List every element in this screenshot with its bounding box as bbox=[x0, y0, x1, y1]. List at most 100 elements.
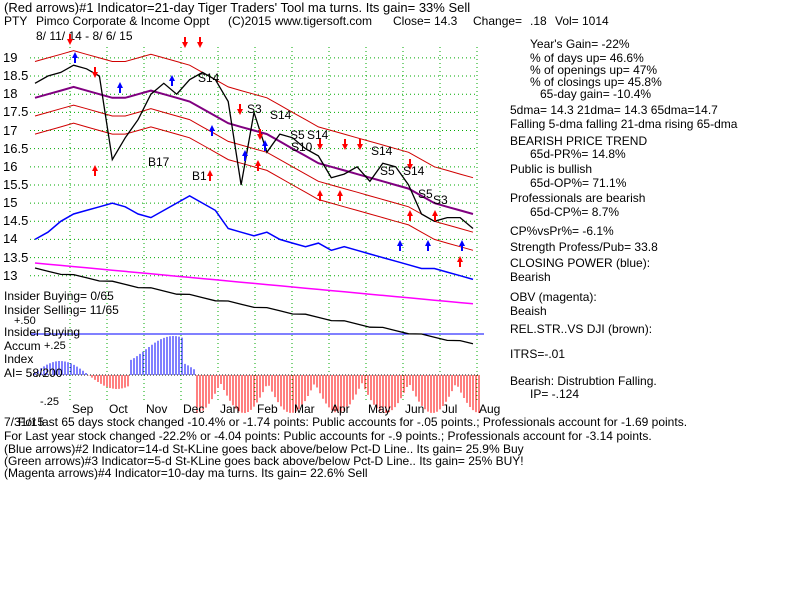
accum-tick: +.50 bbox=[14, 315, 36, 327]
y-tick-label: 13.5 bbox=[3, 249, 29, 265]
years-gain: Year's Gain= -22% bbox=[530, 37, 630, 51]
sell-arrow bbox=[67, 34, 73, 45]
y-tick-label: 14 bbox=[3, 231, 18, 247]
sell-arrow bbox=[317, 139, 323, 150]
buy-arrow bbox=[72, 52, 78, 63]
indicator1-caption: (Red arrows)#1 Indicator=21-day Tiger Tr… bbox=[4, 0, 471, 15]
sell-arrow bbox=[182, 37, 188, 48]
professionals-bearish: Professionals are bearish bbox=[510, 191, 646, 205]
footer-year: For Last year stock changed -22.2% or -4… bbox=[4, 429, 652, 443]
upper-band-line bbox=[34, 50, 474, 179]
insider-selling: Insider Selling= 11/65 bbox=[4, 303, 119, 317]
obv-label: OBV (magenta): bbox=[510, 290, 597, 304]
buy-arrow bbox=[425, 240, 431, 251]
month-label: Mar bbox=[294, 402, 315, 416]
y-tick-label: 15 bbox=[3, 195, 18, 211]
volume-label: Vol= bbox=[555, 14, 579, 28]
distribution-label: Bearish: Distrubtion Falling. bbox=[510, 374, 657, 388]
month-label: Aug bbox=[479, 402, 501, 416]
buy-arrow bbox=[255, 160, 261, 171]
y-tick-label: 14.5 bbox=[3, 213, 29, 229]
volume-value: 1014 bbox=[582, 14, 609, 28]
days-up: % of days up= 46.6% bbox=[530, 51, 644, 65]
buy-arrow bbox=[457, 256, 463, 267]
gain-65: 65-day gain= -10.4% bbox=[540, 87, 652, 101]
month-label: Nov bbox=[146, 402, 168, 416]
signal-label: S14 bbox=[403, 164, 425, 178]
openings-up: % of openings up= 47% bbox=[530, 63, 658, 77]
op-pct: 65d-OP%= 71.1% bbox=[530, 176, 627, 190]
buy-arrow bbox=[117, 82, 123, 93]
stock-name: Pimco Corporate & Income Oppt bbox=[36, 14, 210, 28]
buy-arrow bbox=[262, 140, 268, 151]
footer-65day: For last 65 days stock changed -10.4% or… bbox=[18, 415, 688, 429]
dma-values: 5dma= 14.3 21dma= 14.3 65dma=14.7 bbox=[510, 103, 718, 117]
y-tick-label: 17 bbox=[3, 122, 18, 138]
indicator4-caption: (Magenta arrows)#4 Indicator=10-day ma t… bbox=[4, 466, 368, 480]
y-tick-label: 13 bbox=[3, 267, 18, 283]
sell-arrow bbox=[92, 67, 98, 78]
closings-up: % of closings up= 45.8% bbox=[530, 75, 662, 89]
inner-band-line bbox=[34, 104, 474, 233]
buy-arrow bbox=[432, 210, 438, 221]
y-tick-label: 16.5 bbox=[3, 140, 29, 156]
y-tick-label: 15.5 bbox=[3, 176, 29, 192]
signal-label: S3 bbox=[433, 193, 448, 207]
footer-date: 7/31/15 bbox=[4, 415, 45, 429]
dma-trend: Falling 5-dma falling 21-dma rising 65-d… bbox=[510, 117, 738, 131]
close-label: Close= bbox=[393, 14, 431, 28]
lower-band-line bbox=[34, 122, 474, 251]
obv-value: Beaish bbox=[510, 304, 547, 318]
signal-label: S5 bbox=[418, 187, 433, 201]
bearish-trend: BEARISH PRICE TREND bbox=[510, 134, 648, 148]
signal-label: S5 bbox=[290, 128, 305, 142]
accum-tick: -.25 bbox=[40, 396, 59, 408]
ticker-symbol: PTY bbox=[4, 14, 28, 28]
buy-arrow bbox=[207, 170, 213, 181]
buy-arrow bbox=[92, 165, 98, 176]
ip-value: IP= -.124 bbox=[530, 387, 580, 401]
date-range: 8/ 11/ 14 - 8/ 6/ 15 bbox=[36, 29, 133, 43]
month-label: Apr bbox=[331, 402, 350, 416]
ai-label: AI= 58/200 bbox=[4, 366, 63, 380]
sell-arrow bbox=[257, 129, 263, 140]
indicator2-caption: (Blue arrows)#2 Indicator=14-d St-KLine … bbox=[4, 442, 524, 456]
signal-label: S5 bbox=[380, 164, 395, 178]
index-label: Index bbox=[4, 352, 34, 366]
month-label: May bbox=[368, 402, 391, 416]
buy-arrow bbox=[169, 75, 175, 86]
change-value: .18 bbox=[530, 14, 547, 28]
sell-arrow bbox=[357, 139, 363, 150]
sell-arrow bbox=[197, 37, 203, 48]
signal-label: S3 bbox=[247, 102, 262, 116]
signal-label: S14 bbox=[307, 128, 329, 142]
sell-arrow bbox=[237, 104, 243, 115]
relstr-label: REL.STR..VS DJI (brown): bbox=[510, 322, 653, 336]
month-label: Jan bbox=[220, 402, 240, 416]
buy-arrow bbox=[337, 190, 343, 201]
signal-label: S14 bbox=[198, 71, 220, 85]
strength-ratio: Strength Profess/Pub= 33.8 bbox=[510, 240, 658, 254]
accum-label: Accum bbox=[4, 339, 41, 353]
relative-strength-line bbox=[34, 267, 474, 345]
cp-pct: 65d-CP%= 8.7% bbox=[530, 205, 620, 219]
closing-power-line bbox=[34, 195, 474, 281]
insider-buying: Insider Buying= 0/65 bbox=[4, 289, 114, 303]
obv-line bbox=[34, 262, 474, 305]
y-tick-label: 19 bbox=[3, 49, 18, 65]
buy-arrow bbox=[397, 240, 403, 251]
change-label: Change= bbox=[473, 14, 523, 28]
signal-label: S10 bbox=[291, 140, 313, 154]
itrs-value: ITRS=-.01 bbox=[510, 347, 566, 361]
close-value: 14.3 bbox=[434, 14, 458, 28]
buy-arrow bbox=[407, 210, 413, 221]
month-label: Jul bbox=[442, 402, 458, 416]
buy-arrow bbox=[242, 150, 248, 161]
sell-arrow bbox=[407, 159, 413, 170]
y-tick-label: 18.5 bbox=[3, 68, 29, 84]
month-label: Oct bbox=[109, 402, 128, 416]
price-line bbox=[34, 64, 474, 229]
month-label: Dec bbox=[183, 402, 205, 416]
pr-pct: 65d-PR%= 14.8% bbox=[530, 147, 626, 161]
